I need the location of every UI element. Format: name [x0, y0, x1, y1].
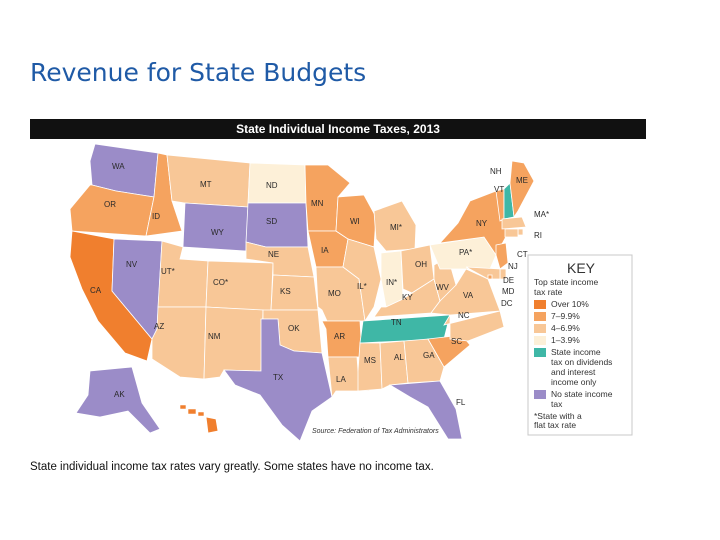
state-label-tx: TX	[273, 373, 284, 382]
state-label-me: ME	[516, 176, 528, 185]
state-label-ia: IA	[321, 246, 329, 255]
state-label-md: MD	[502, 287, 515, 296]
state-ri	[518, 229, 523, 235]
state-label-nv: NV	[126, 260, 138, 269]
state-al	[380, 341, 408, 389]
key-label-r4-1: 4–6.9%	[551, 323, 580, 333]
slide-caption: State individual income tax rates vary g…	[30, 461, 434, 473]
map-header: State Individual Income Taxes, 2013	[30, 119, 646, 139]
state-label-nc: NC	[458, 311, 470, 320]
state-label-tn: TN	[391, 318, 402, 327]
key-note-line-2: flat tax rate	[534, 420, 576, 430]
state-label-wa: WA	[112, 162, 125, 171]
key-swatch-r4	[534, 324, 546, 333]
state-label-sd: SD	[266, 217, 277, 226]
state-label-nj: NJ	[508, 262, 518, 271]
state-label-ak: AK	[114, 390, 125, 399]
state-hi-island-3	[198, 412, 204, 416]
state-label-ca: CA	[90, 286, 102, 295]
key-swatch-over10	[534, 300, 546, 309]
state-label-wy: WY	[211, 228, 225, 237]
state-ms	[358, 343, 382, 391]
state-label-or: OR	[104, 200, 116, 209]
state-label-in: IN*	[386, 278, 397, 287]
state-label-al: AL	[394, 353, 404, 362]
key-swatch-r7	[534, 312, 546, 321]
state-label-az: AZ	[154, 322, 164, 331]
state-label-dc: DC	[501, 299, 513, 308]
us-state-map: WA OR CA ID NV MT WY UT* AZ CO* NM ND SD NE KS OK TX MN IA…	[30, 139, 646, 441]
state-label-ga: GA	[423, 351, 435, 360]
state-label-oh: OH	[415, 260, 427, 269]
state-label-mn: MN	[311, 199, 324, 208]
state-label-ut: UT*	[161, 267, 175, 276]
state-label-nd: ND	[266, 181, 278, 190]
key-subtitle-line-1: Top state income	[534, 277, 599, 287]
key-label-none-1: No state income	[551, 389, 613, 399]
state-label-ct: CT	[517, 250, 528, 259]
state-hi	[206, 417, 218, 433]
map-source: Source: Federation of Tax Administrators	[312, 428, 439, 435]
tax-map-figure: State Individual Income Taxes, 2013 WA OR…	[30, 119, 646, 441]
state-label-ar: AR	[334, 332, 345, 341]
key-swatch-div	[534, 348, 546, 357]
state-label-nm: NM	[208, 332, 221, 341]
state-ks	[271, 275, 318, 310]
key-label-div-4: income only	[551, 377, 597, 387]
state-label-wv: WV	[436, 283, 450, 292]
key-title: KEY	[567, 260, 596, 276]
state-label-fl: FL	[456, 398, 466, 407]
state-label-ok: OK	[288, 324, 300, 333]
state-label-vt: VT	[494, 185, 504, 194]
state-label-sc: SC	[451, 337, 462, 346]
state-dc	[488, 275, 492, 279]
state-label-wi: WI	[350, 217, 360, 226]
state-ma	[502, 217, 526, 229]
state-hi-island-1	[180, 405, 186, 409]
state-label-mo: MO	[328, 289, 341, 298]
state-label-ma: MA*	[534, 210, 549, 219]
state-ct	[505, 229, 518, 237]
state-label-pa: PA*	[459, 248, 472, 257]
state-label-il: IL*	[357, 282, 367, 291]
state-label-mt: MT	[200, 180, 212, 189]
key-label-div-2: tax on dividends	[551, 357, 612, 367]
key-swatch-r1	[534, 336, 546, 345]
state-label-ks: KS	[280, 287, 291, 296]
state-wy	[183, 203, 248, 251]
state-label-co: CO*	[213, 278, 228, 287]
key-label-r1-1: 1–3.9%	[551, 335, 580, 345]
state-label-id: ID	[152, 212, 160, 221]
key-label-over10-1: Over 10%	[551, 299, 589, 309]
key-swatch-none	[534, 390, 546, 399]
state-label-ky: KY	[402, 293, 413, 302]
state-label-nh: NH	[490, 167, 502, 176]
key-label-div-1: State income	[551, 347, 601, 357]
state-label-ne: NE	[268, 250, 279, 259]
state-label-la: LA	[336, 375, 346, 384]
key-label-none-2: tax	[551, 399, 563, 409]
state-label-va: VA	[463, 291, 474, 300]
slide-title: Revenue for State Budgets	[30, 58, 366, 87]
state-hi-island-2	[188, 409, 196, 414]
state-label-ny: NY	[476, 219, 488, 228]
key-label-div-3: and interest	[551, 367, 596, 377]
key-subtitle-line-2: tax rate	[534, 287, 563, 297]
state-label-ri: RI	[534, 231, 542, 240]
state-label-ms: MS	[364, 356, 376, 365]
state-label-mi: MI*	[390, 223, 402, 232]
state-label-de: DE	[503, 276, 514, 285]
state-nm	[204, 307, 263, 379]
key-label-r7-1: 7–9.9%	[551, 311, 580, 321]
